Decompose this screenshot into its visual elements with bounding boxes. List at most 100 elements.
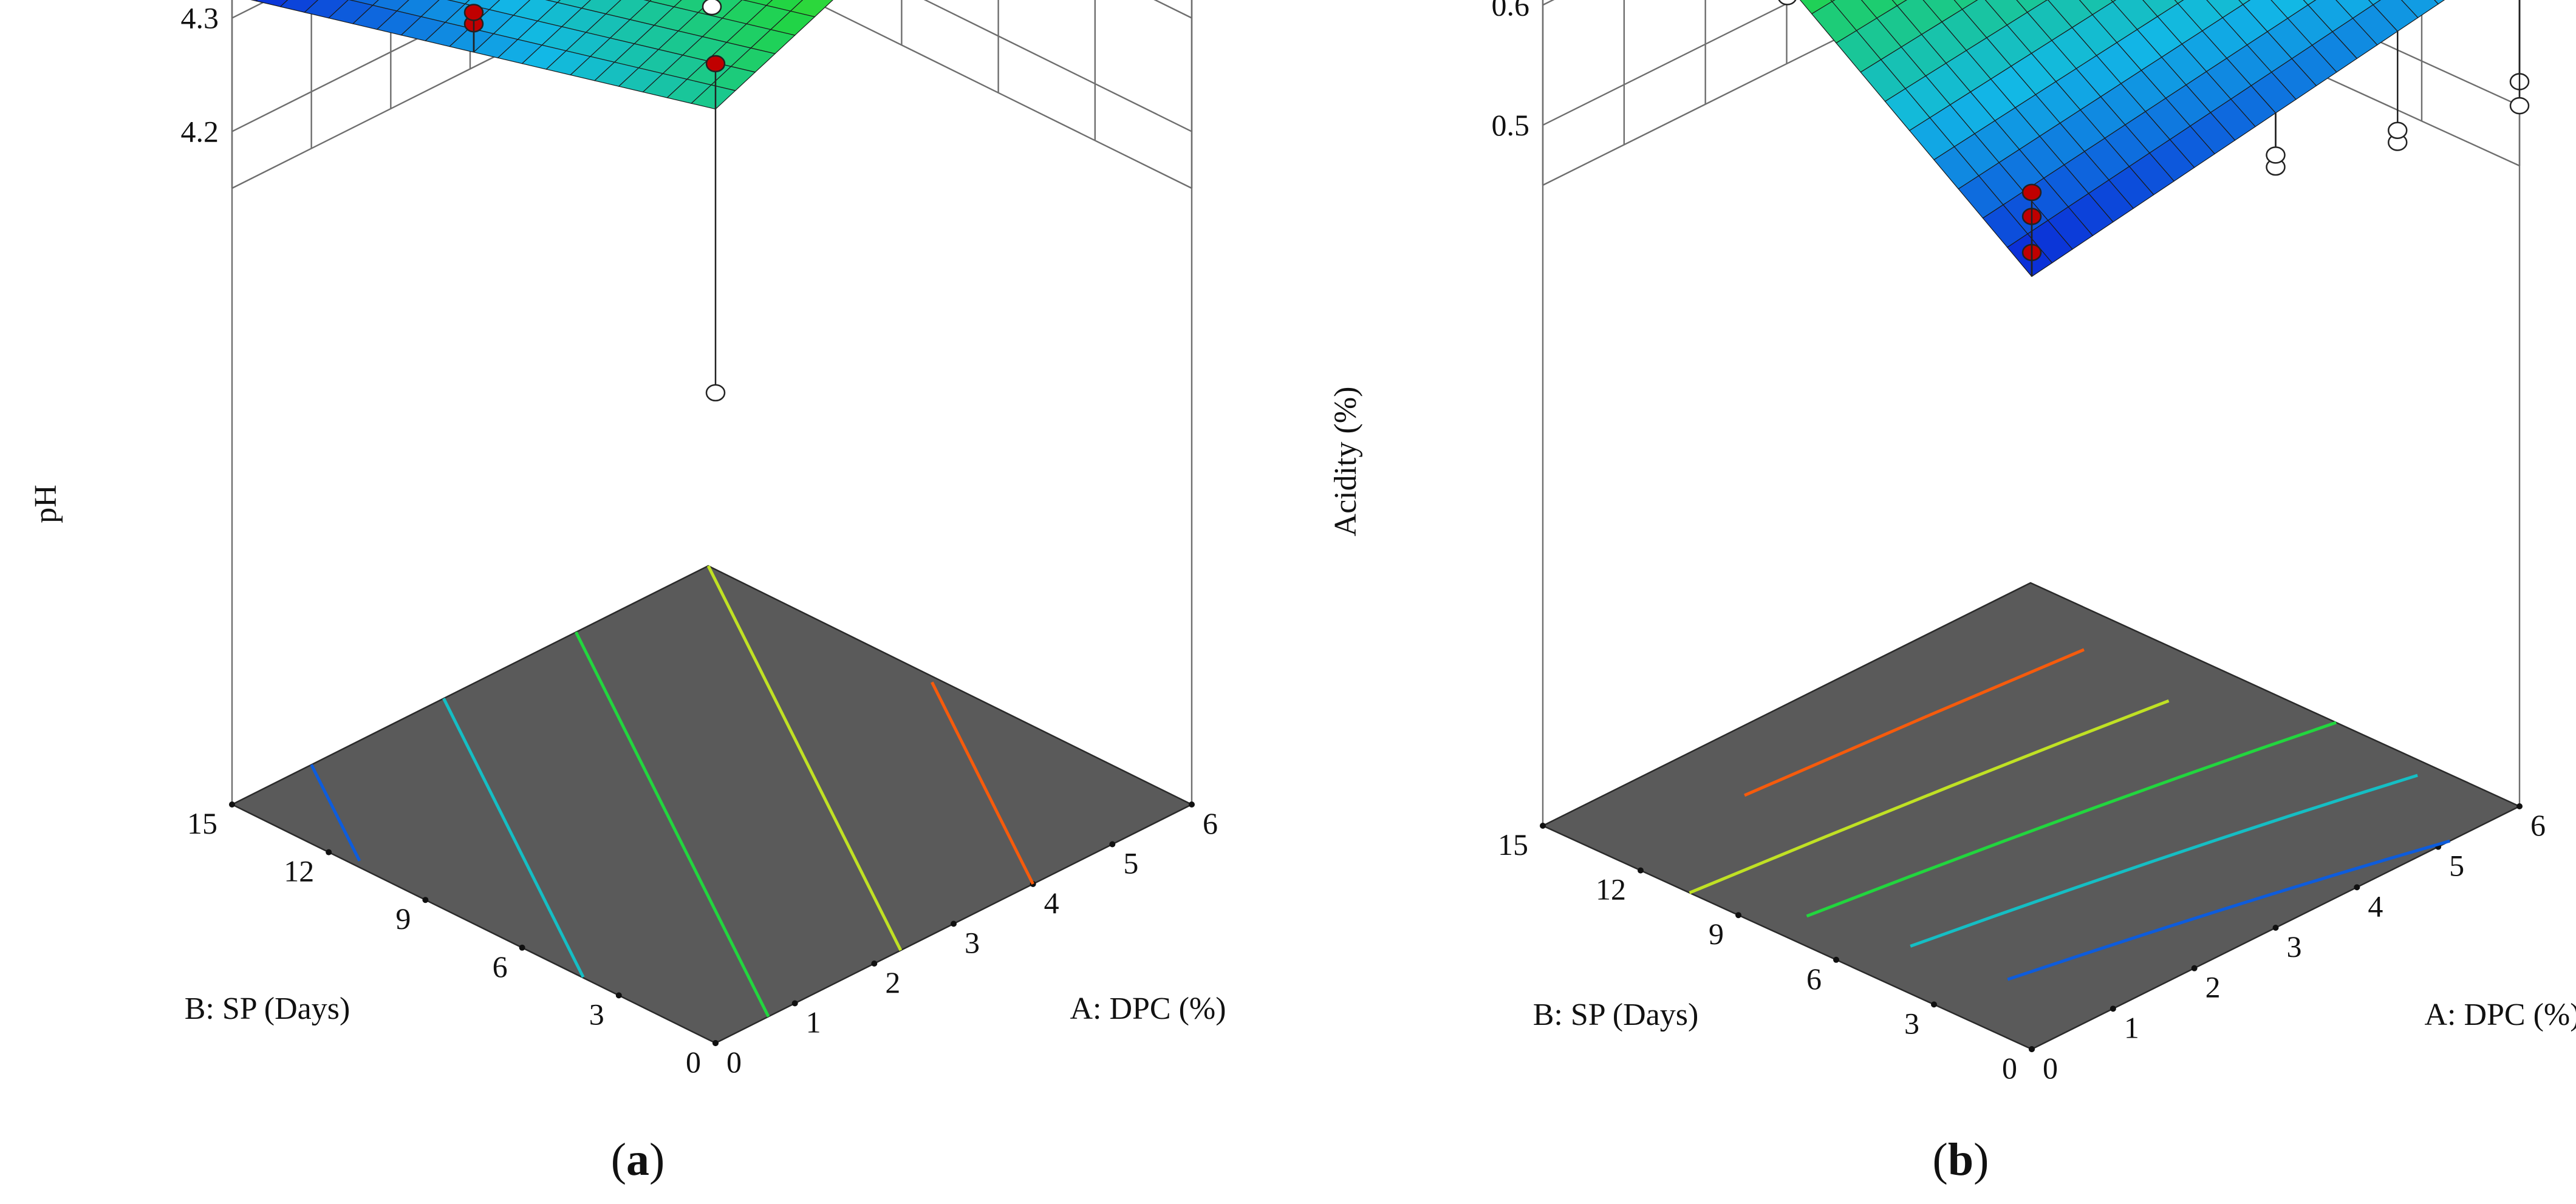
y-tick-label: 9 <box>395 902 411 936</box>
chart-b-contours <box>1689 648 2450 981</box>
x-tick-label: 1 <box>806 1005 821 1039</box>
x-tick-label: 4 <box>1044 886 1059 920</box>
chart-panel-b: 0.50.60.70.80.91.0012345603691215 Acidit… <box>1328 0 2576 1185</box>
y-tick-mark <box>1638 867 1644 874</box>
y-tick-label: 12 <box>284 854 314 888</box>
design-point <box>463 4 484 21</box>
y-tick-label: 6 <box>493 950 508 984</box>
x-tick-mark <box>951 920 957 927</box>
design-point <box>705 55 726 73</box>
chart-a-contours <box>310 565 1034 1018</box>
x-tick-mark <box>1189 801 1195 808</box>
chart-a-floor <box>229 565 1195 1046</box>
chart-b-panel-label: (b) <box>1933 1134 1989 1185</box>
y-tick-label: 3 <box>589 997 604 1031</box>
contour-line <box>2007 839 2450 981</box>
x-tick-label: 2 <box>2205 970 2221 1004</box>
design-point <box>2388 121 2408 139</box>
x-tick-mark <box>2516 803 2523 809</box>
y-tick-label: 3 <box>1904 1006 1919 1040</box>
x-tick-label: 1 <box>2124 1010 2139 1044</box>
y-tick-label: 12 <box>1596 872 1626 906</box>
contour-line <box>442 698 585 978</box>
chart-a-panel-label: (a) <box>611 1134 665 1185</box>
design-point <box>2266 146 2286 164</box>
surface-cell <box>2434 0 2445 5</box>
y-tick-label: 15 <box>187 806 217 840</box>
chart-b-floor <box>1540 582 2523 1052</box>
contour-line <box>310 764 361 862</box>
design-point <box>705 384 726 402</box>
y-tick-mark <box>712 1040 719 1046</box>
contour-line <box>1910 774 2418 948</box>
contour-line <box>931 681 1034 885</box>
grid-line <box>231 0 1192 189</box>
surface-cell <box>2303 0 2317 5</box>
x-tick-mark <box>871 961 878 967</box>
y-tick-mark <box>1833 956 1839 963</box>
chart-a-ticks: 4.24.34.44.54.64.7012345603691215 <box>181 1 1218 1079</box>
chart-a-surface <box>250 0 833 110</box>
x-tick-label: 0 <box>2043 1051 2058 1085</box>
y-tick-mark <box>1735 912 1741 919</box>
chart-b-design-points <box>1778 0 2530 277</box>
floor-plane <box>230 565 1194 1044</box>
surface-cell <box>1891 0 1907 7</box>
surface-cell <box>690 84 736 110</box>
contour-line <box>1744 648 2085 797</box>
x-tick-mark <box>2354 884 2360 891</box>
chart-b-y-axis-label: B: SP (Days) <box>1533 998 1699 1032</box>
z-tick-label: 0.6 <box>1492 0 1530 22</box>
y-tick-mark <box>2029 1046 2035 1052</box>
chart-a-design-points <box>463 0 726 402</box>
x-tick-label: 5 <box>2449 849 2464 883</box>
x-tick-mark <box>791 1000 798 1007</box>
contour-line <box>1806 721 2337 918</box>
design-point <box>702 0 722 16</box>
y-tick-mark <box>326 849 332 855</box>
x-tick-label: 0 <box>726 1045 742 1079</box>
y-tick-label: 0 <box>2002 1051 2017 1085</box>
x-tick-label: 3 <box>2287 930 2302 964</box>
chart-b-x-axis-label: A: DPC (%) <box>2424 998 2576 1032</box>
x-tick-label: 6 <box>1203 806 1218 840</box>
x-tick-label: 2 <box>885 965 900 999</box>
design-point <box>1778 0 1797 5</box>
chart-b-surface <box>1799 0 2445 277</box>
x-tick-mark <box>1109 841 1116 848</box>
chart-a-y-axis-label: B: SP (Days) <box>185 991 350 1026</box>
grid-line <box>1542 0 2520 186</box>
surface-cell <box>2174 0 2184 4</box>
x-tick-label: 5 <box>1123 846 1138 880</box>
y-tick-mark <box>422 897 429 903</box>
x-tick-mark <box>2272 925 2279 931</box>
z-tick-label: 0.5 <box>1492 108 1530 142</box>
x-tick-label: 3 <box>965 926 980 960</box>
surface-cell <box>2368 0 2382 5</box>
design-point <box>2509 97 2530 115</box>
surface-cell <box>2238 0 2251 5</box>
chart-b-z-axis-label: Acidity (%) <box>1328 387 1363 537</box>
contour-line <box>1689 699 2170 894</box>
y-tick-mark <box>1540 823 1546 829</box>
y-tick-mark <box>519 944 525 951</box>
y-tick-label: 15 <box>1498 828 1528 862</box>
x-tick-mark <box>2191 965 2198 971</box>
x-tick-label: 4 <box>2368 889 2383 923</box>
z-tick-label: 4.3 <box>181 1 219 35</box>
y-tick-label: 6 <box>1806 962 1822 996</box>
design-point <box>2021 183 2042 202</box>
surface-cell <box>255 0 289 7</box>
y-tick-mark <box>615 992 622 999</box>
y-tick-mark <box>1931 1001 1937 1008</box>
chart-b-ticks: 0.50.60.70.80.91.0012345603691215 <box>1492 0 2546 1085</box>
x-tick-mark <box>2110 1005 2116 1012</box>
chart-panel-a: 4.24.34.44.54.64.7012345603691215 pH B: … <box>29 0 1226 1185</box>
contour-line <box>574 631 770 1018</box>
floor-plane <box>1541 582 2521 1050</box>
chart-a-z-axis-label: pH <box>29 485 63 523</box>
grid-line <box>231 0 1192 132</box>
x-tick-label: 6 <box>2530 808 2546 842</box>
contour-line <box>706 565 903 951</box>
